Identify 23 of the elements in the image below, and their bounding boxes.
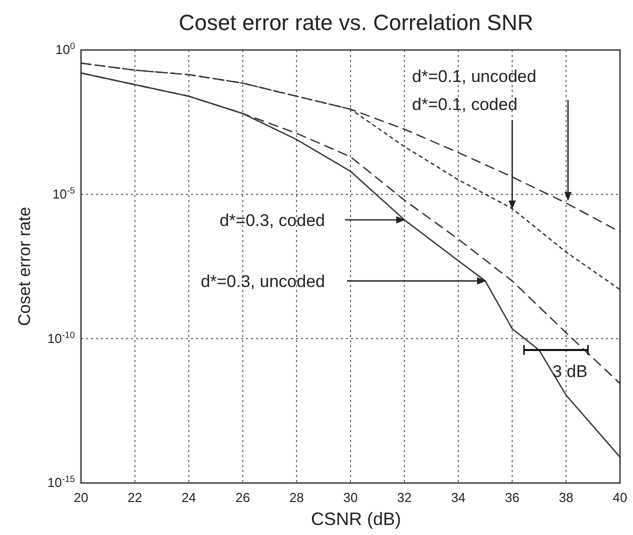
chart-title: Coset error rate vs. Correlation SNR xyxy=(178,10,534,35)
x-tick-label: 20 xyxy=(74,490,88,506)
x-tick-label: 26 xyxy=(235,490,250,506)
x-tick-label: 40 xyxy=(612,490,628,506)
y-tick-label: 10$^{-15}$ xyxy=(47,474,75,490)
y-tick-label: 10$^{-5}$ xyxy=(52,185,75,202)
x-tick-label: 32 xyxy=(397,490,412,506)
x-tick-label: 24 xyxy=(182,490,196,506)
x-tick-label: 30 xyxy=(343,490,358,506)
y-axis-title: Coset error rate xyxy=(15,206,34,326)
annotation: d*=0.1, uncoded xyxy=(412,67,536,86)
annotation: d*=0.3, uncoded xyxy=(200,272,325,291)
y-tick-label: 10$^{-10}$ xyxy=(47,330,75,346)
x-tick-label: 38 xyxy=(558,490,574,506)
x-axis-title: CSNR (dB) xyxy=(310,509,402,529)
annotation: d*=0.3, coded xyxy=(220,210,325,230)
x-tick-label: 28 xyxy=(289,490,304,506)
annotation: 3 dB xyxy=(552,362,588,381)
y-tick-label: 10$^{0}$ xyxy=(55,41,75,58)
x-tick-label: 22 xyxy=(128,490,142,506)
x-tick-label: 34 xyxy=(451,490,466,506)
annotation: d*=0.1, coded xyxy=(412,95,518,114)
x-tick-label: 36 xyxy=(504,490,520,506)
